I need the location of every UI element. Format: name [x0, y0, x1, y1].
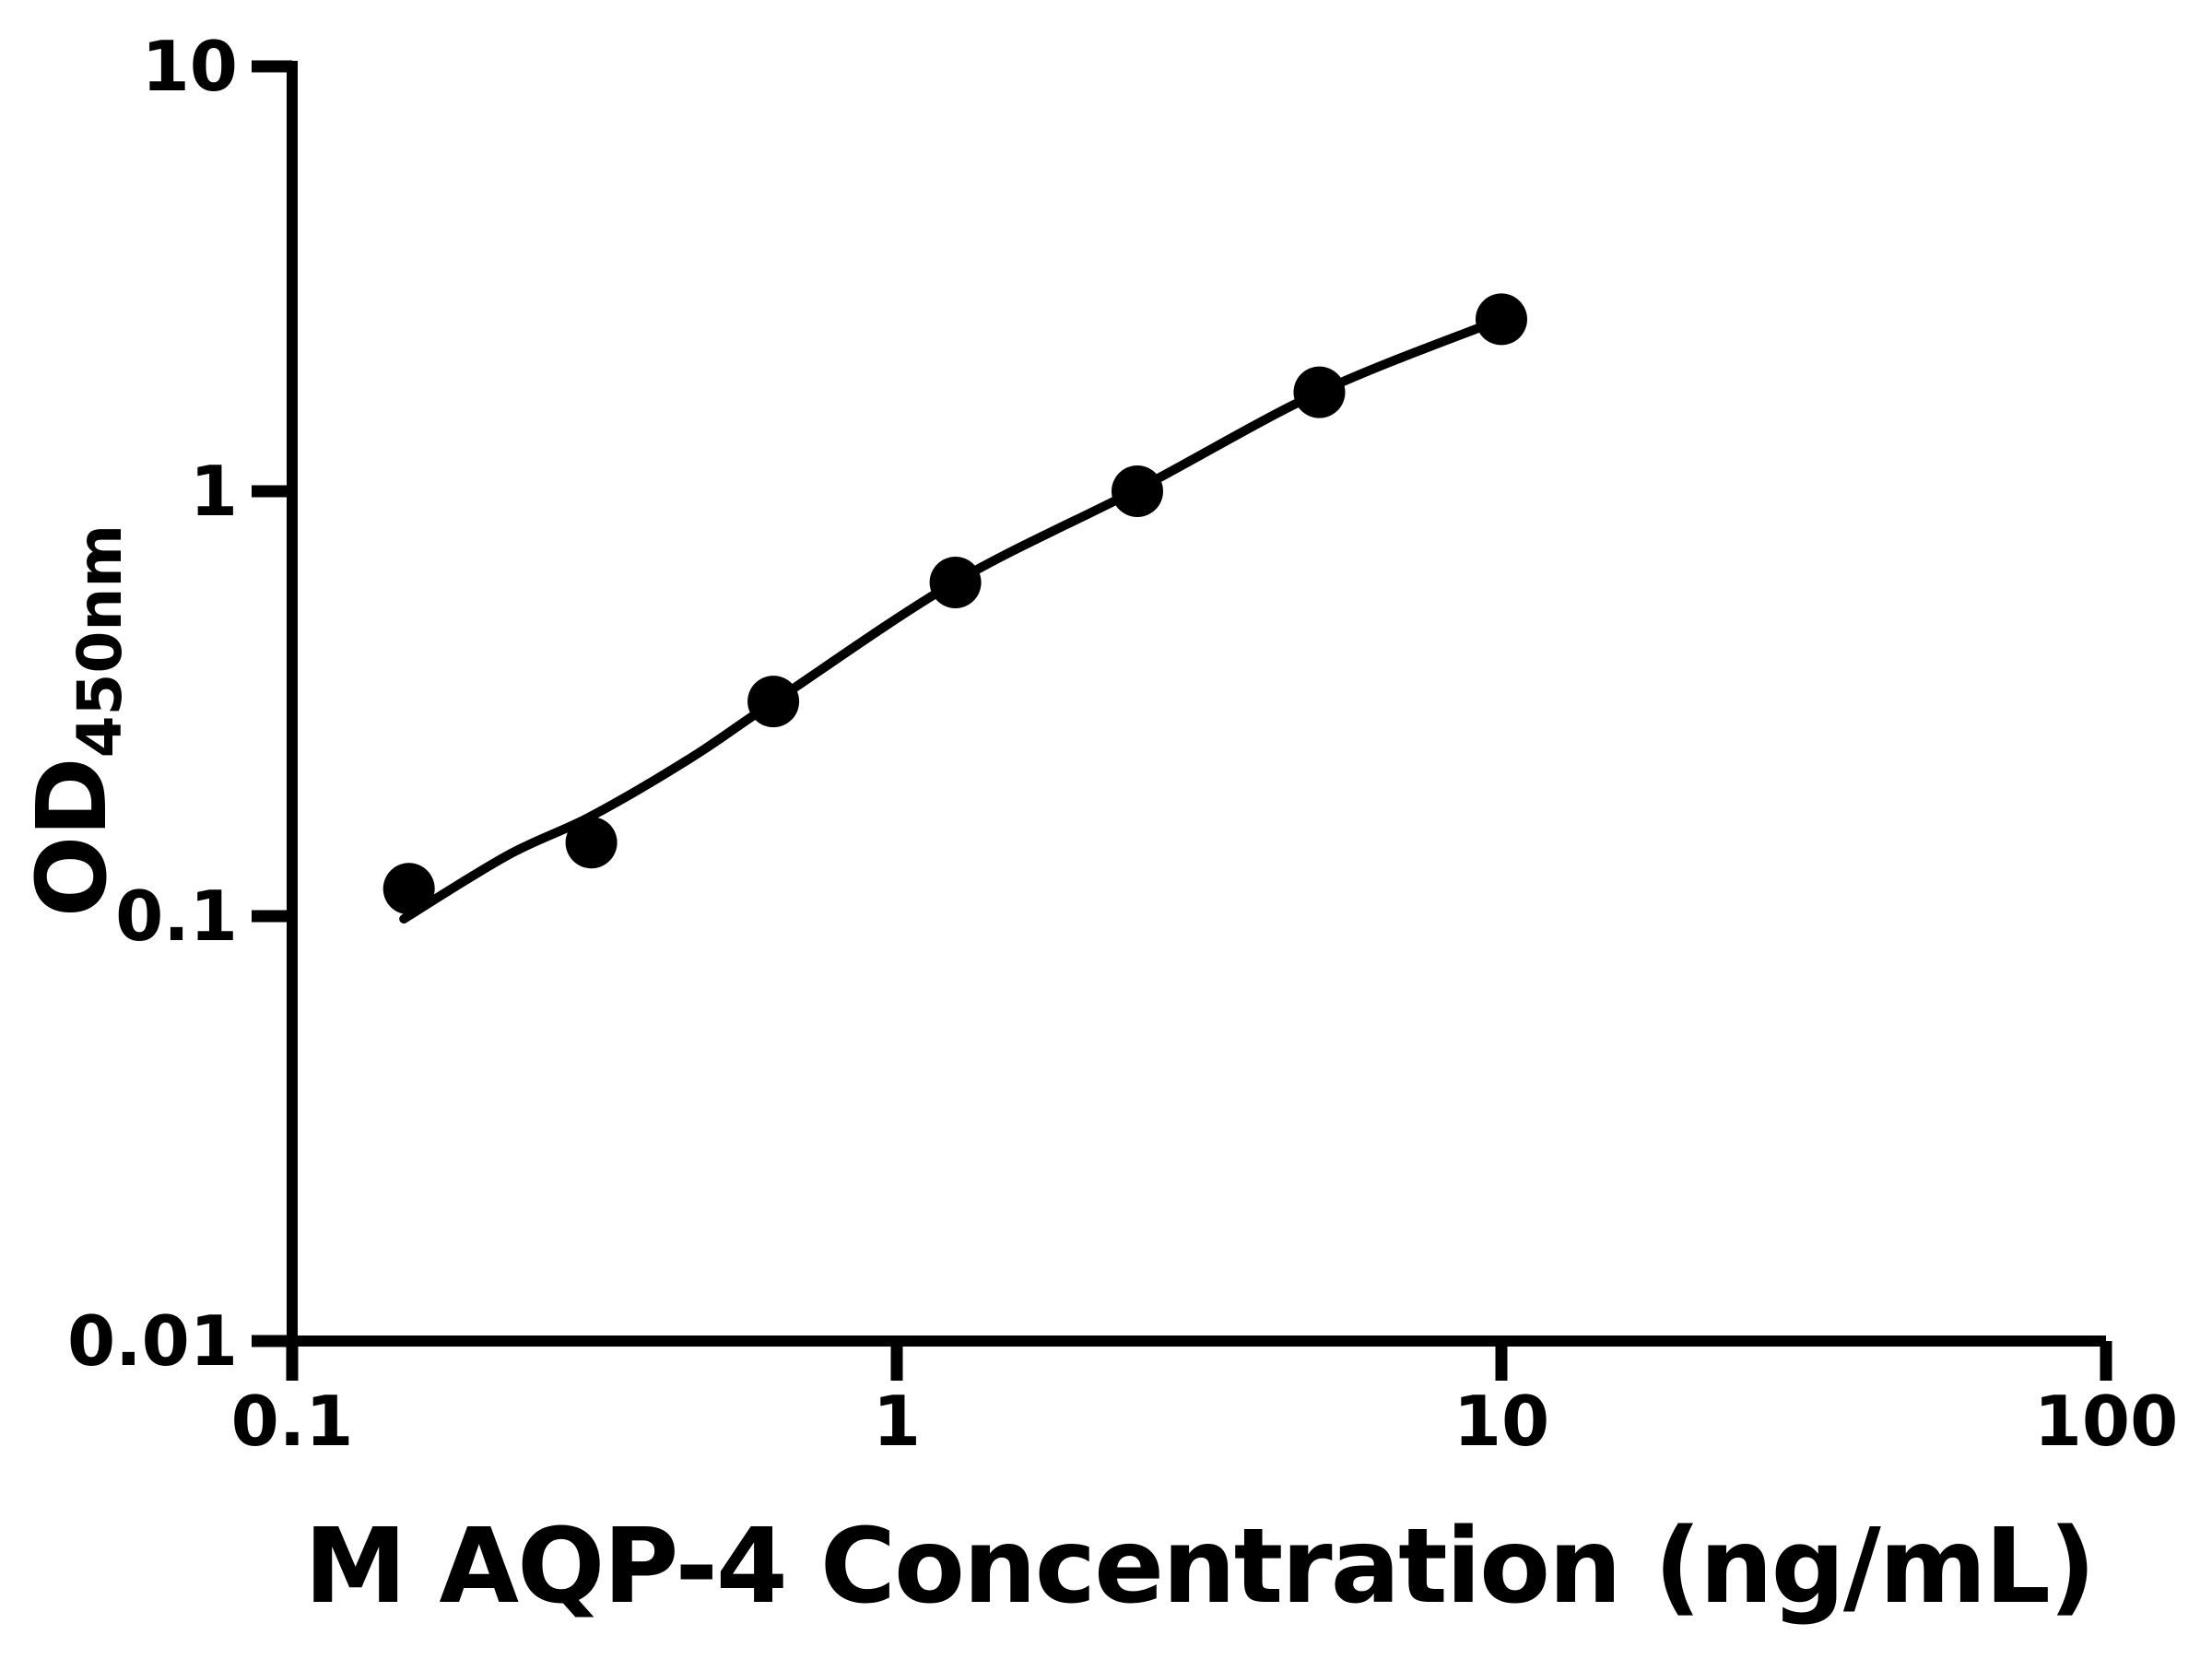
x-axis-title: M AQP-4 Concentration (ng/mL) — [303, 1507, 2096, 1627]
y-tick-label: 0.01 — [67, 1300, 238, 1382]
y-axis-title-main: OD — [16, 758, 128, 918]
x-tick-label: 0.1 — [231, 1381, 354, 1462]
data-point — [1112, 465, 1163, 517]
data-point — [382, 863, 435, 915]
data-point — [929, 557, 982, 608]
y-tick-label: 1 — [190, 451, 238, 532]
x-tick-label: 10 — [1453, 1381, 1549, 1462]
fit-curve — [399, 314, 1506, 924]
y-tick-label: 10 — [142, 26, 238, 107]
y-axis-title-subscript: 450nm — [65, 524, 135, 759]
x-tick-label: 1 — [873, 1381, 921, 1462]
data-point — [565, 817, 618, 869]
data-point — [747, 676, 800, 728]
data-point — [1476, 293, 1527, 346]
x-tick-label: 100 — [2034, 1381, 2179, 1462]
y-tick-label: 0.1 — [115, 876, 238, 957]
data-point — [1293, 366, 1346, 418]
y-axis-title: OD450nm — [16, 524, 135, 917]
